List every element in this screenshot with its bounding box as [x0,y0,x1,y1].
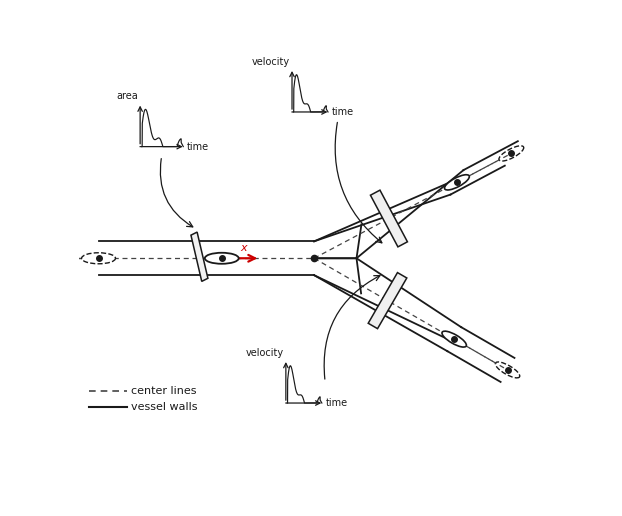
Text: x: x [240,243,247,253]
Ellipse shape [445,175,470,190]
Text: time: time [332,107,354,117]
Text: area: area [116,91,138,101]
Ellipse shape [499,146,524,161]
Ellipse shape [205,253,239,264]
Polygon shape [368,272,407,329]
Text: velocity: velocity [251,57,290,67]
Text: time: time [187,141,209,152]
Polygon shape [191,232,208,281]
Polygon shape [371,190,407,247]
Ellipse shape [495,362,520,378]
Ellipse shape [81,253,116,264]
Text: velocity: velocity [246,348,284,358]
Ellipse shape [442,331,466,347]
Text: center lines: center lines [131,386,197,396]
Text: vessel walls: vessel walls [131,402,197,412]
Text: time: time [326,398,348,408]
